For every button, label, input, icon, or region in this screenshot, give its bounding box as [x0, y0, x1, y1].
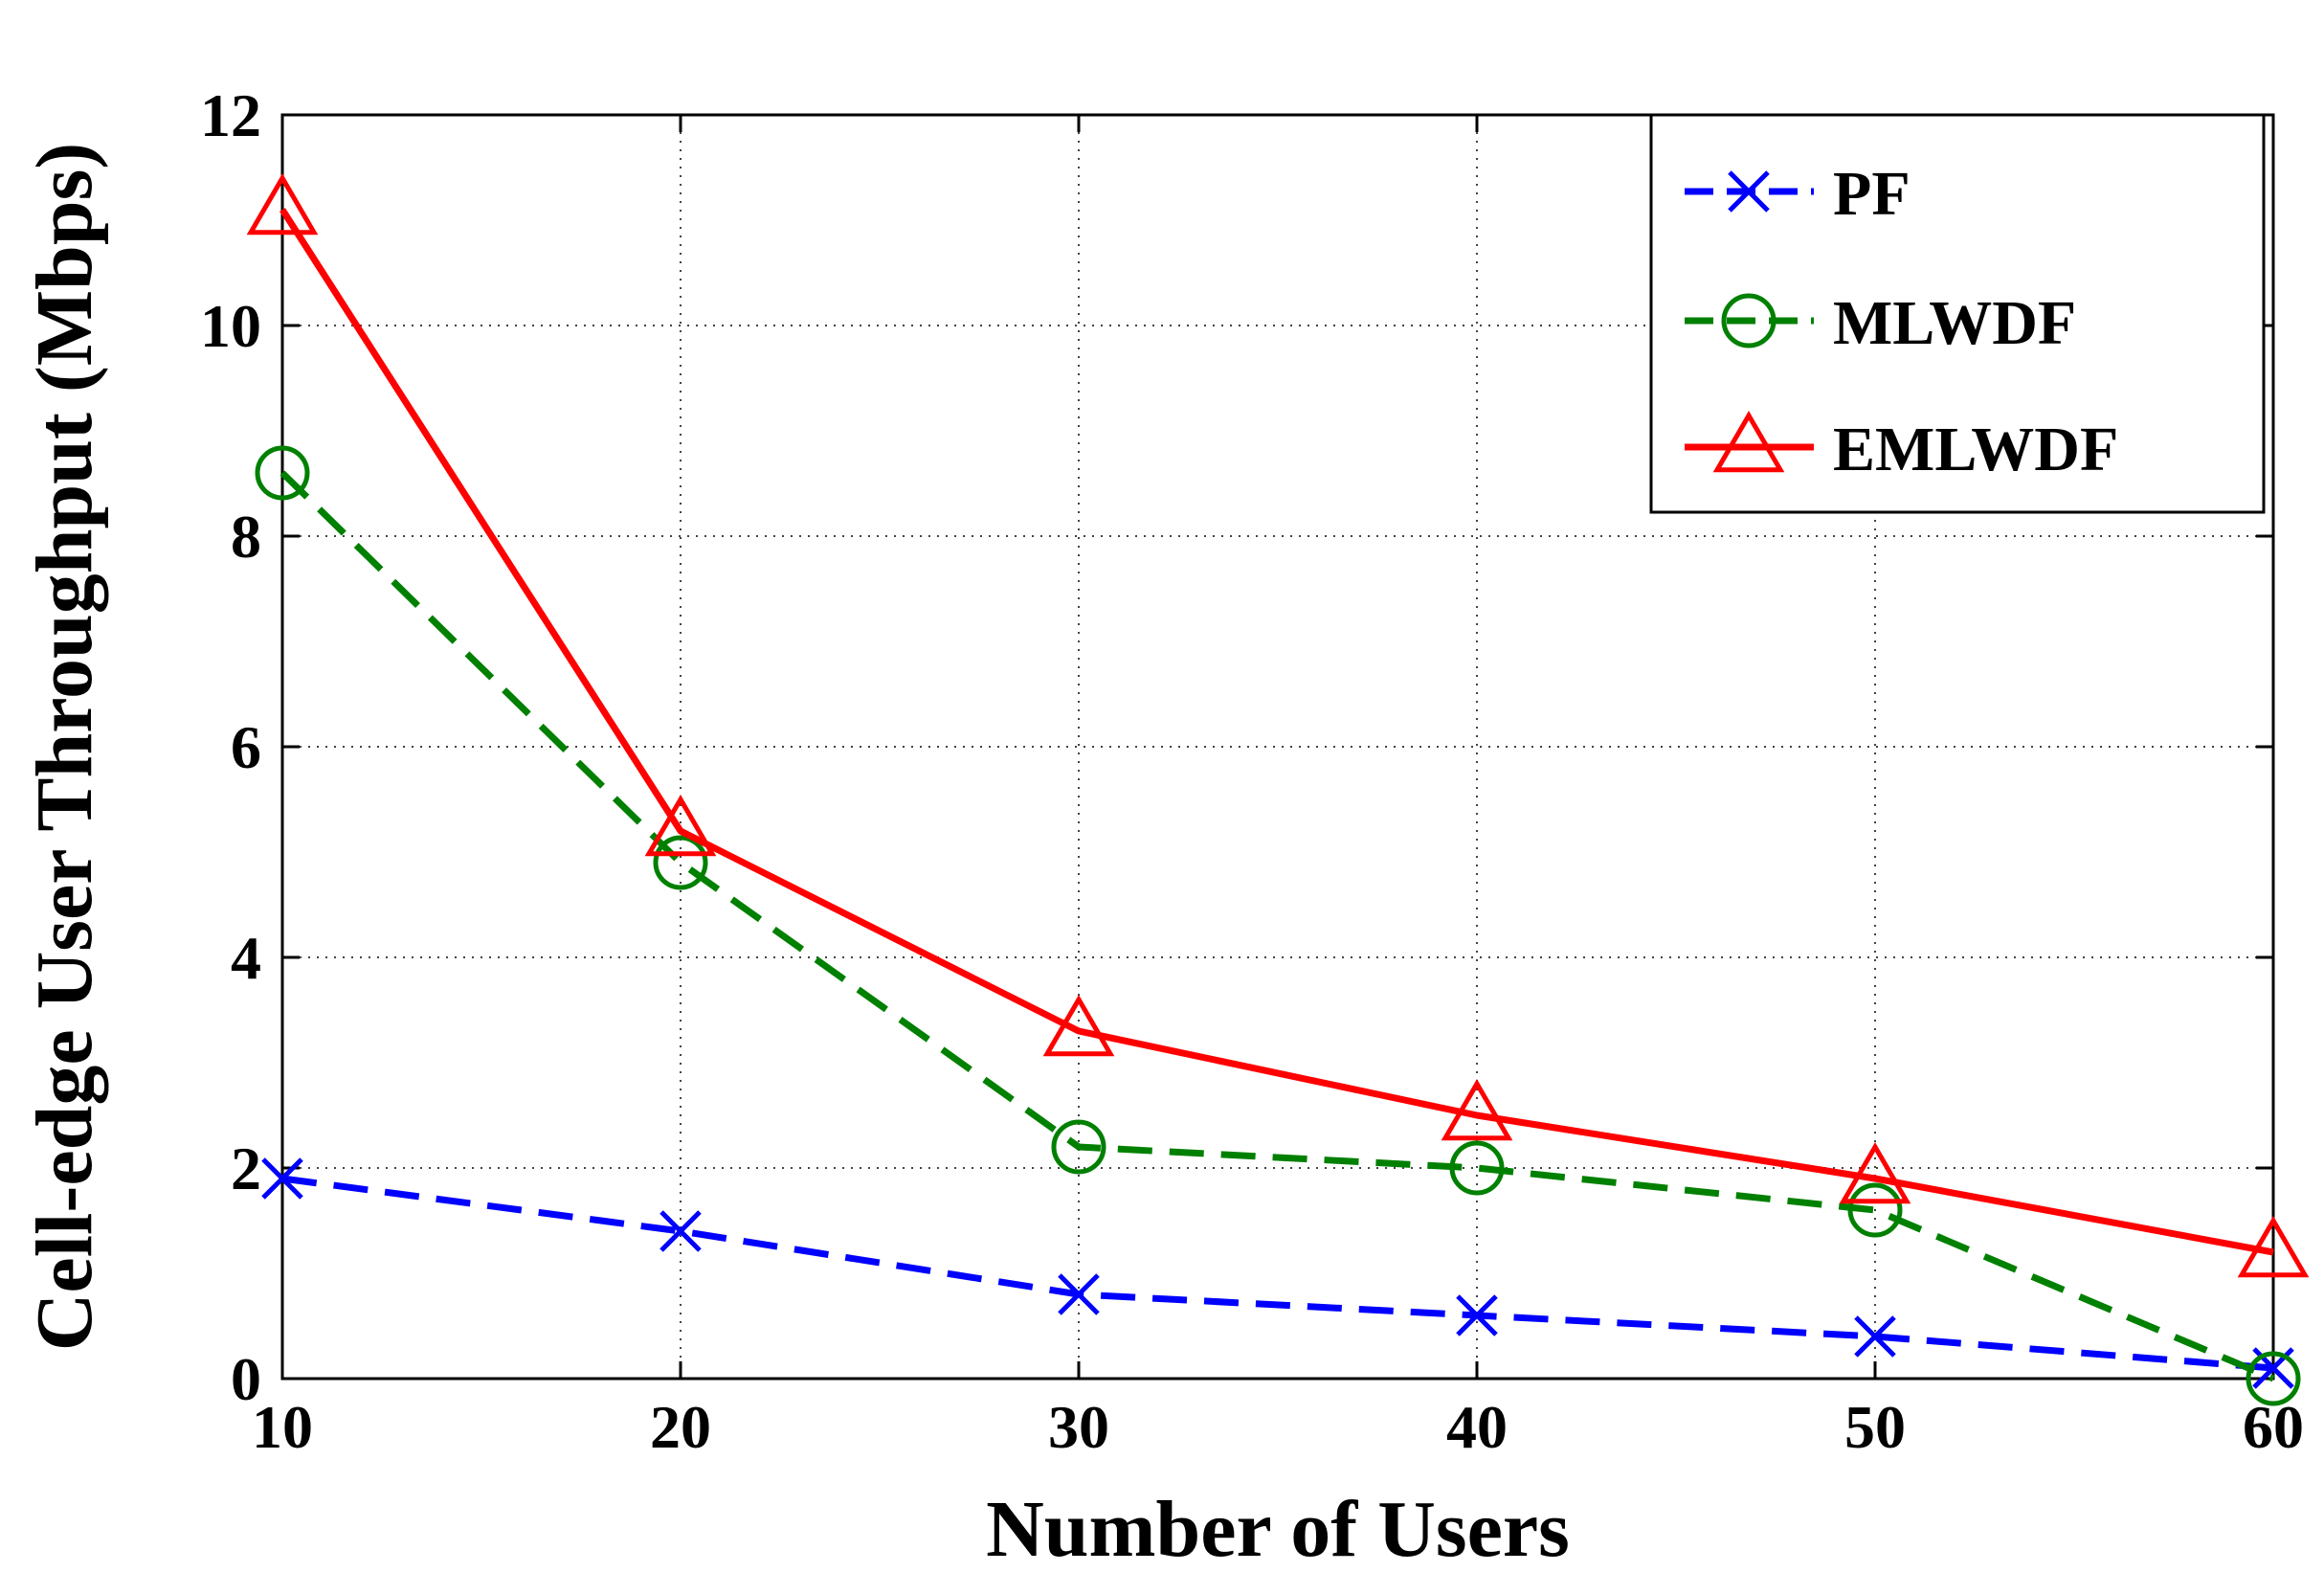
data-point-pf	[1456, 1294, 1498, 1336]
data-point-pf-stroke	[261, 1157, 303, 1200]
data-point-pf-stroke	[1456, 1294, 1498, 1336]
data-point-pf	[1854, 1315, 1896, 1358]
data-point-pf-stroke	[659, 1210, 702, 1252]
data-point-pf-stroke	[1854, 1315, 1896, 1358]
data-point-emlwdf	[246, 173, 319, 236]
y-tick-label: 6	[231, 713, 261, 781]
y-tick-label: 4	[231, 924, 261, 992]
series-line-pf	[281, 1175, 2274, 1372]
legend-marker-emlwdf	[1712, 411, 1785, 473]
legend-marker-pf-stroke	[1728, 170, 1770, 213]
data-point-emlwdf	[644, 795, 717, 857]
legend-item-emlwdf: EMLWDF	[1685, 411, 2118, 484]
legend-marker-mlwdf	[1721, 293, 1777, 348]
data-point-pf	[1058, 1273, 1100, 1315]
legend-item-pf: PF	[1685, 159, 1911, 229]
series-mlwdf	[255, 445, 2301, 1406]
data-point-mlwdf	[255, 445, 310, 501]
data-point-mlwdf	[1847, 1182, 1903, 1238]
data-point-pf	[659, 1210, 702, 1252]
legend-item-mlwdf: MLWDF	[1685, 288, 2076, 358]
y-tick-label: 2	[231, 1134, 261, 1202]
data-point-emlwdf	[2237, 1216, 2310, 1278]
series-line-emlwdf	[279, 208, 2274, 1256]
data-point-mlwdf	[1051, 1119, 1106, 1175]
y-tick-label: 0	[231, 1345, 261, 1413]
data-point-emlwdf	[1042, 995, 1115, 1057]
legend-label-pf: PF	[1833, 159, 1911, 229]
series-pf	[261, 1157, 2294, 1389]
data-point-pf	[261, 1157, 303, 1200]
y-tick-label: 8	[231, 503, 261, 571]
legend-label-mlwdf: MLWDF	[1833, 288, 2076, 358]
data-point-emlwdf	[1441, 1079, 1513, 1141]
y-axis-title: Cell-edge User Throughput (Mbps)	[20, 143, 109, 1351]
x-tick-label: 20	[650, 1393, 711, 1461]
data-point-mlwdf	[653, 835, 708, 890]
legend-label-emlwdf: EMLWDF	[1833, 415, 2118, 484]
x-tick-label: 10	[252, 1393, 313, 1461]
x-tick-label: 40	[1446, 1393, 1508, 1461]
legend-marker-pf	[1728, 170, 1770, 213]
y-tick-label: 10	[200, 292, 261, 360]
x-axis-title: Number of Users	[986, 1485, 1570, 1572]
x-tick-label: 50	[1844, 1393, 1906, 1461]
x-tick-label: 30	[1048, 1393, 1109, 1461]
legend: PF MLWDF EMLWDF	[1649, 113, 2266, 514]
series-group	[246, 173, 2310, 1406]
series-line-mlwdf	[279, 470, 2275, 1382]
data-point-mlwdf	[1449, 1140, 1505, 1196]
data-point-emlwdf	[1839, 1142, 1911, 1204]
series-emlwdf	[246, 173, 2310, 1278]
data-point-pf-stroke	[1058, 1273, 1100, 1315]
data-point-mlwdf	[2246, 1351, 2301, 1406]
y-tick-label: 12	[200, 81, 261, 149]
y-ticks: 0 2 4 6 8 10 12	[200, 81, 2273, 1413]
